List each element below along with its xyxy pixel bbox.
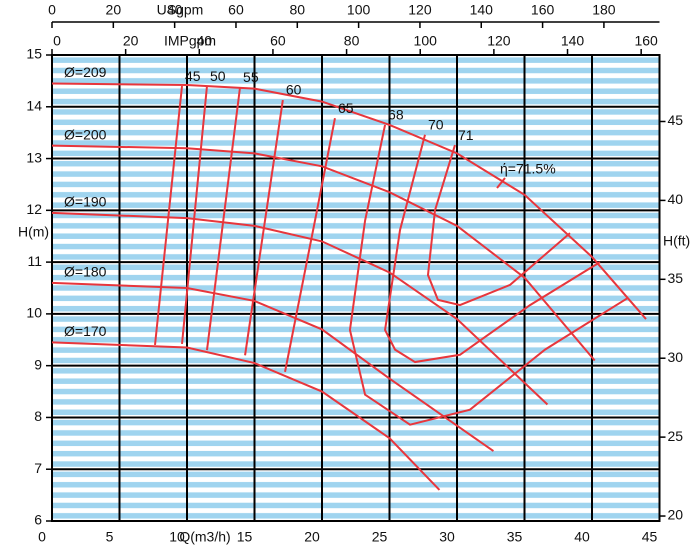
diameter-label: Ø=190 bbox=[64, 194, 107, 210]
efficiency-label: 68 bbox=[388, 107, 404, 123]
top-tick-label: 120 bbox=[408, 2, 432, 18]
y-tick-label: 15 bbox=[26, 46, 42, 62]
curve bbox=[181, 85, 208, 345]
diameter-label: Ø=209 bbox=[64, 64, 107, 80]
top-tick-label: 60 bbox=[270, 33, 286, 49]
plot-frame bbox=[51, 54, 661, 522]
top-tick-label: 60 bbox=[228, 2, 244, 18]
curve bbox=[51, 341, 441, 491]
top-tick-label: 0 bbox=[48, 2, 56, 18]
x-tick-label: 40 bbox=[574, 529, 590, 545]
top-tick-label: 140 bbox=[561, 33, 585, 49]
y2-tick-label: 45 bbox=[668, 112, 684, 128]
efficiency-label: 65 bbox=[338, 100, 354, 116]
y2-tick-label: 30 bbox=[668, 349, 684, 365]
y-tick-label: 12 bbox=[26, 201, 42, 217]
top-tick-label: 160 bbox=[634, 33, 658, 49]
y-tick-label: 6 bbox=[34, 512, 42, 528]
x-tick-label: 30 bbox=[439, 529, 455, 545]
top-axis-label: USgpm bbox=[157, 2, 204, 18]
y-tick-label: 8 bbox=[34, 408, 42, 424]
y2-tick-label: 35 bbox=[668, 270, 684, 286]
curve bbox=[51, 82, 647, 320]
y2-tick-label: 25 bbox=[668, 428, 684, 444]
efficiency-label: 70 bbox=[428, 116, 444, 132]
efficiency-label: 50 bbox=[210, 68, 226, 84]
x-axis-label: Q(m3/h) bbox=[179, 529, 230, 545]
y2-axis-label: H(ft) bbox=[663, 233, 690, 249]
curve bbox=[384, 134, 601, 364]
diameter-label: Ø=170 bbox=[64, 323, 107, 339]
annotation-arrow bbox=[496, 177, 506, 189]
x-tick-label: 25 bbox=[372, 529, 388, 545]
curve bbox=[284, 117, 336, 373]
x-tick-label: 10 bbox=[169, 529, 185, 545]
annotation: ή=71.5% bbox=[500, 161, 556, 177]
x-tick-label: 0 bbox=[38, 529, 46, 545]
top-tick-label: 0 bbox=[53, 33, 61, 49]
y2-tick-label: 40 bbox=[668, 191, 684, 207]
y-tick-label: 13 bbox=[26, 149, 42, 165]
y-tick-label: 7 bbox=[34, 460, 42, 476]
top-tick-label: 140 bbox=[470, 2, 494, 18]
y-tick-label: 9 bbox=[34, 356, 42, 372]
top-tick-label: 80 bbox=[344, 33, 360, 49]
top-tick-label: 180 bbox=[592, 2, 616, 18]
y-tick-label: 10 bbox=[26, 305, 42, 321]
curve bbox=[154, 85, 183, 346]
diameter-label: Ø=200 bbox=[64, 126, 107, 142]
curve bbox=[426, 144, 571, 307]
y2-tick-label: 20 bbox=[668, 507, 684, 523]
curve bbox=[51, 211, 549, 406]
x-tick-label: 35 bbox=[507, 529, 523, 545]
top-tick-label: 100 bbox=[414, 33, 438, 49]
x-tick-label: 15 bbox=[237, 529, 253, 545]
efficiency-label: 71 bbox=[458, 127, 474, 143]
top-tick-label: 120 bbox=[487, 33, 511, 49]
efficiency-label: 45 bbox=[185, 68, 201, 84]
curve bbox=[51, 144, 596, 362]
x-tick-label: 5 bbox=[106, 529, 114, 545]
y-axis-label: H(m) bbox=[18, 224, 49, 240]
top-tick-label: 80 bbox=[290, 2, 306, 18]
curve bbox=[51, 281, 495, 452]
top-tick-label: 20 bbox=[123, 33, 139, 49]
top-tick-label: 100 bbox=[347, 2, 371, 18]
layer: 6 7 8 9 10 11 12 13 14 15 0 5 10 15 20 25 30 35 40 45 20 25 30… bbox=[18, 2, 690, 545]
efficiency-label: 55 bbox=[243, 69, 259, 85]
y-tick-label: 11 bbox=[27, 253, 42, 269]
efficiency-label: 60 bbox=[286, 82, 302, 98]
curve bbox=[205, 86, 242, 351]
top-tick-label: 40 bbox=[197, 33, 213, 49]
curve bbox=[244, 99, 284, 356]
top-axis-label: IMPgpm bbox=[164, 33, 216, 49]
top-tick-label: 160 bbox=[531, 2, 555, 18]
x-tick-label: 20 bbox=[304, 529, 320, 545]
x-tick-label: 45 bbox=[642, 529, 658, 545]
curve bbox=[348, 124, 629, 426]
top-tick-label: 20 bbox=[106, 2, 122, 18]
diameter-label: Ø=180 bbox=[64, 264, 107, 280]
y-tick-label: 14 bbox=[26, 97, 42, 113]
top-tick-label: 40 bbox=[167, 2, 183, 18]
